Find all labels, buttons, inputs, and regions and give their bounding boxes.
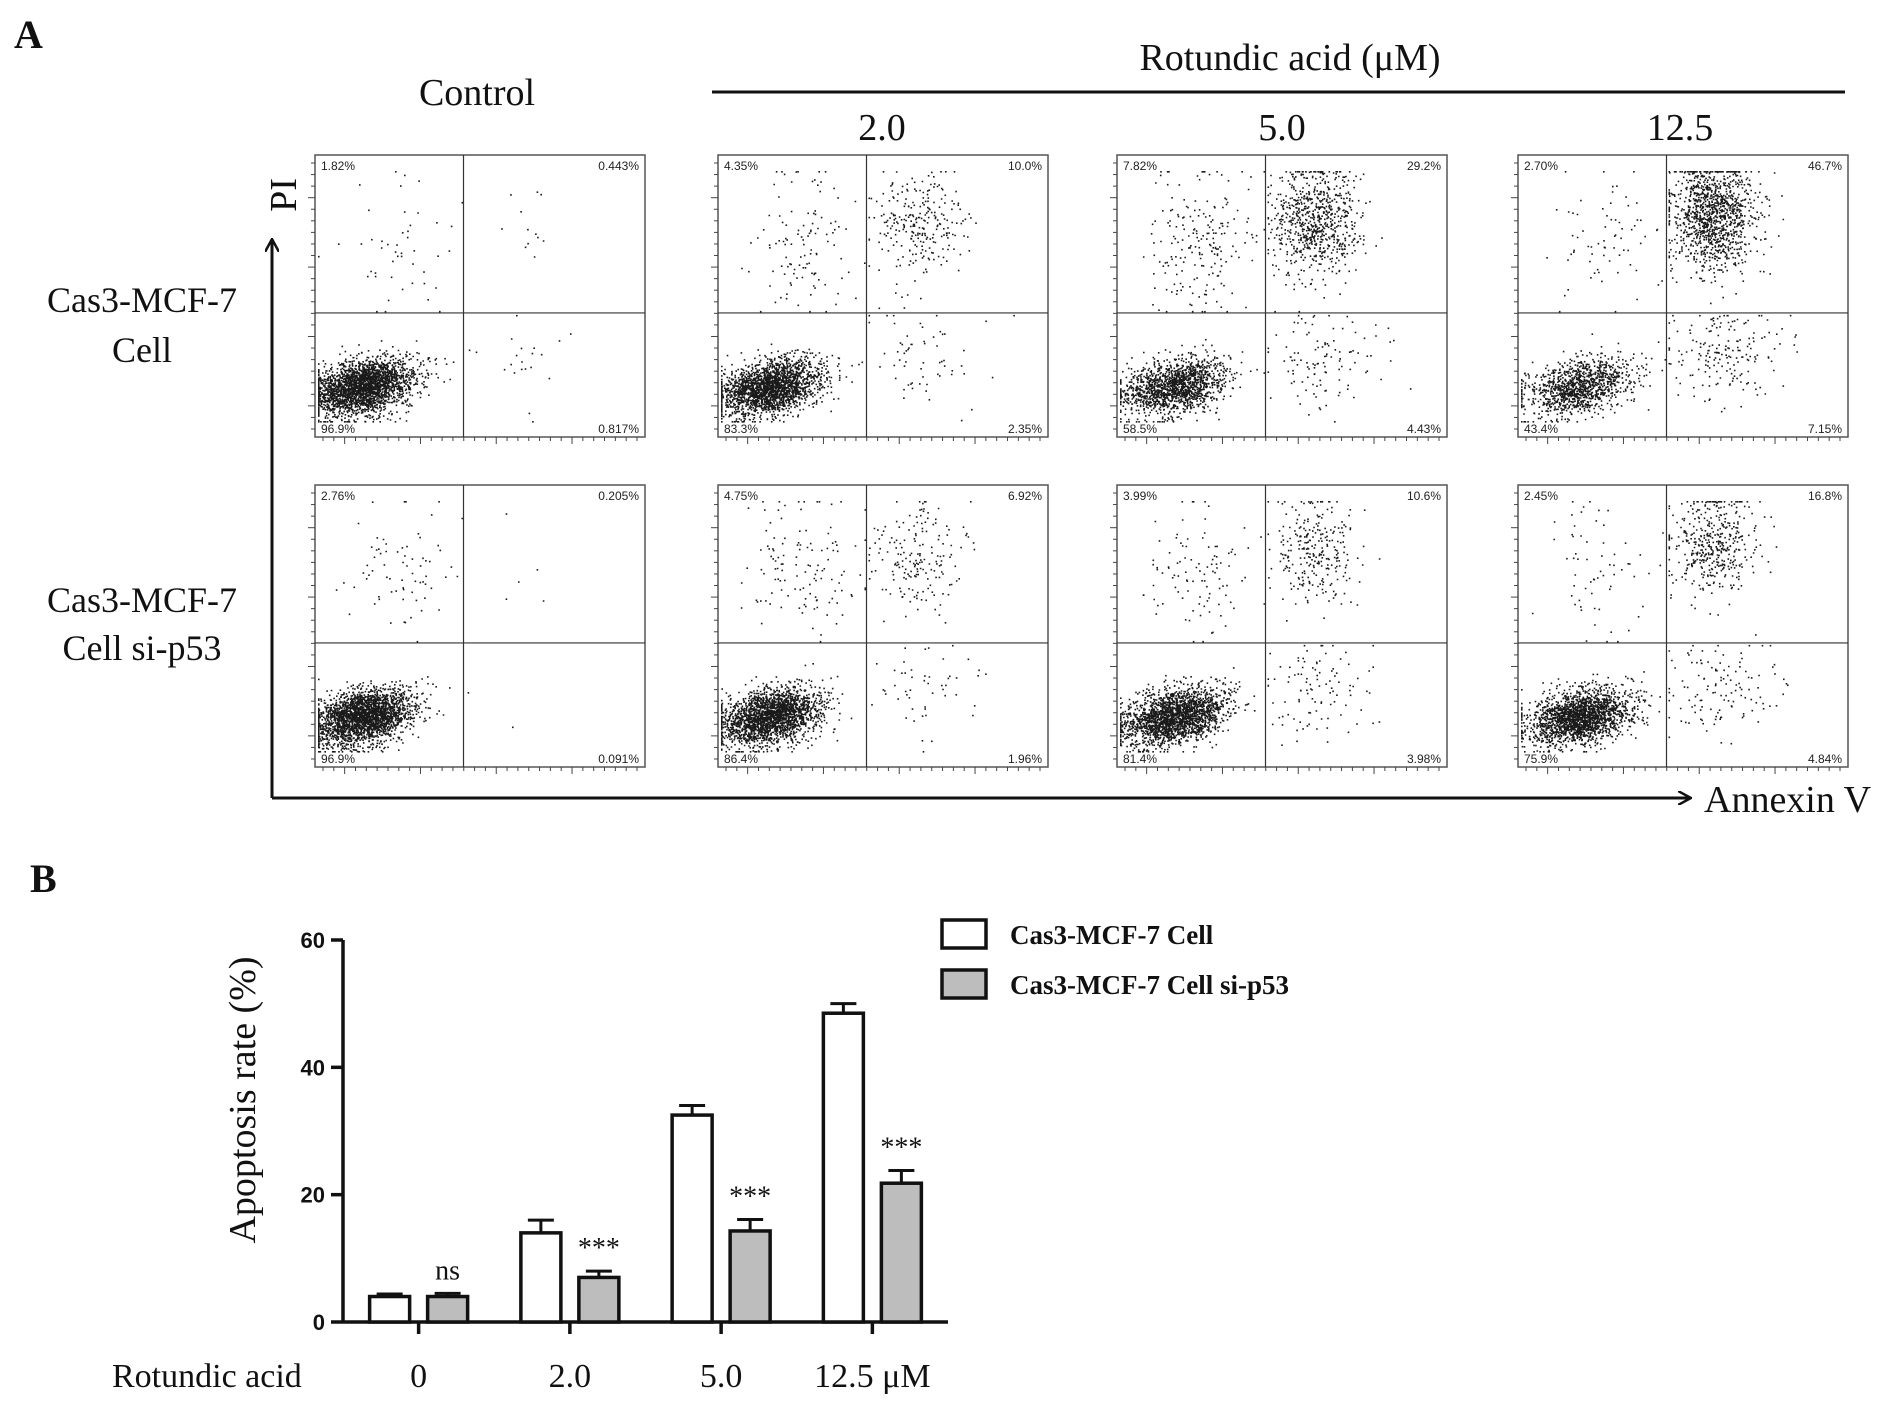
- quadrant-upper-right-label: 0.443%: [598, 159, 639, 173]
- y-tick-label: 40: [301, 1055, 325, 1080]
- quadrant-upper-left-label: 1.82%: [321, 159, 355, 173]
- y-tick-label: 20: [301, 1183, 325, 1208]
- quadrant-upper-right-label: 0.205%: [598, 489, 639, 503]
- significance-label: ns: [435, 1255, 460, 1286]
- quadrant-upper-left-label: 2.70%: [1524, 159, 1558, 173]
- column-header-dose-1: 2.0: [858, 107, 906, 149]
- bar-control-cell-4: [821, 1011, 866, 1324]
- quadrant-lower-left-label: 83.3%: [724, 422, 758, 436]
- bar-si-p53-1: [425, 1294, 470, 1324]
- quadrant-upper-right-label: 10.0%: [1008, 159, 1042, 173]
- flow-plot-frame: [1517, 484, 1849, 768]
- flow-panel-grid: 1.82% 0.443% 96.9% 0.817% 4.35% 10.0% 83.3% 2.3…: [308, 154, 1849, 774]
- quadrant-upper-left-label: 7.82%: [1123, 159, 1157, 173]
- flow-plot-r2-c3: 3.99% 10.6% 81.4% 3.98%: [1110, 484, 1448, 774]
- flow-dot-cloud: [1120, 171, 1412, 423]
- flow-dot-cloud: [1120, 501, 1381, 753]
- flow-plot-r2-c1: 2.76% 0.205% 96.9% 0.091%: [308, 484, 646, 774]
- panel-b: B Apoptosis rate (%) Rotundic acid 0 20 40…: [30, 856, 1289, 1395]
- significance-label: ***: [578, 1233, 620, 1264]
- bar-control-cell-3: [670, 1113, 714, 1324]
- quadrant-lower-left-label: 75.9%: [1524, 752, 1558, 766]
- quadrant-lower-left-label: 43.4%: [1524, 422, 1558, 436]
- flow-dot-cloud: [1521, 171, 1798, 423]
- bar-control-cell-2: [519, 1231, 563, 1324]
- quadrant-lower-right-label: 2.35%: [1008, 422, 1042, 436]
- panel-a: A Rotundic acid (μM) Control 2.0 5.0 12.…: [14, 12, 1872, 821]
- flow-dot-cloud: [1521, 501, 1789, 753]
- flow-plot-r1-c4: 2.70% 46.7% 43.4% 7.15%: [1511, 154, 1849, 444]
- legend-swatch-2: [940, 968, 988, 1000]
- flow-plot-r1-c1: 1.82% 0.443% 96.9% 0.817%: [308, 154, 646, 444]
- quadrant-lower-left-label: 81.4%: [1123, 752, 1157, 766]
- x-category-label: 5.0: [700, 1358, 743, 1395]
- x-category-label: 0: [410, 1358, 427, 1395]
- panel-b-letter: B: [30, 856, 57, 901]
- quadrant-lower-right-label: 3.98%: [1407, 752, 1441, 766]
- quadrant-lower-right-label: 1.96%: [1008, 752, 1042, 766]
- y-tick-label: 0: [313, 1310, 325, 1335]
- annexin-axis-label: Annexin V: [1704, 779, 1872, 821]
- x-category-label: 2.0: [549, 1358, 592, 1395]
- flow-plot-r2-c2: 4.75% 6.92% 86.4% 1.96%: [711, 484, 1049, 774]
- quadrant-lower-left-label: 86.4%: [724, 752, 758, 766]
- significance-label: ***: [880, 1132, 922, 1163]
- flow-dot-cloud: [721, 171, 1015, 423]
- flow-dot-cloud: [318, 171, 572, 423]
- quadrant-lower-left-label: 96.9%: [321, 422, 355, 436]
- quadrant-upper-left-label: 3.99%: [1123, 489, 1157, 503]
- flow-plot-r2-c4: 2.45% 16.8% 75.9% 4.84%: [1511, 484, 1849, 774]
- legend-label-2: Cas3-MCF-7 Cell si-p53: [1010, 970, 1289, 1000]
- bar-x-axis-label: Rotundic acid: [112, 1358, 302, 1395]
- quadrant-upper-right-label: 46.7%: [1808, 159, 1842, 173]
- flow-plot-r1-c2: 4.35% 10.0% 83.3% 2.35%: [711, 154, 1049, 444]
- quadrant-lower-left-label: 58.5%: [1123, 422, 1157, 436]
- flow-dot-cloud: [318, 501, 545, 753]
- bar-si-p53-3: [728, 1229, 772, 1324]
- apoptosis-bar-chart: 0 20 40 60 0 ns 2.0 *** 5.0 *** 12.5 μM ***: [301, 928, 948, 1395]
- row-label-1-line-2: Cell: [112, 330, 172, 370]
- bar-si-p53-2: [577, 1275, 621, 1324]
- quadrant-lower-right-label: 0.091%: [598, 752, 639, 766]
- legend-swatch-1: [940, 918, 988, 950]
- quadrant-upper-left-label: 4.35%: [724, 159, 758, 173]
- bar-si-p53-4: [879, 1181, 924, 1324]
- panel-a-letter: A: [14, 12, 43, 57]
- significance-label: ***: [729, 1181, 771, 1212]
- row-label-2-line-1: Cas3-MCF-7: [47, 580, 237, 620]
- row-label-2-line-2: Cell si-p53: [63, 628, 222, 668]
- quadrant-upper-right-label: 10.6%: [1407, 489, 1441, 503]
- y-tick-label: 60: [301, 928, 325, 953]
- quadrant-upper-right-label: 16.8%: [1808, 489, 1842, 503]
- quadrant-lower-right-label: 7.15%: [1808, 422, 1842, 436]
- bar-legend: Cas3-MCF-7 Cell Cas3-MCF-7 Cell si-p53: [940, 918, 1289, 1000]
- column-header-control: Control: [419, 72, 535, 114]
- flow-plot-frame: [717, 154, 1049, 438]
- quadrant-upper-left-label: 4.75%: [724, 489, 758, 503]
- quadrant-upper-right-label: 29.2%: [1407, 159, 1441, 173]
- row-label-1-line-1: Cas3-MCF-7: [47, 280, 237, 320]
- column-header-dose-2: 5.0: [1258, 107, 1306, 149]
- legend-label-1: Cas3-MCF-7 Cell: [1010, 920, 1214, 950]
- x-category-label: 12.5 μM: [814, 1358, 930, 1395]
- quadrant-upper-right-label: 6.92%: [1008, 489, 1042, 503]
- column-header-dose-3: 12.5: [1647, 107, 1714, 149]
- flow-dot-cloud: [721, 501, 987, 753]
- quadrant-lower-left-label: 96.9%: [321, 752, 355, 766]
- quadrant-lower-right-label: 0.817%: [598, 422, 639, 436]
- quadrant-lower-right-label: 4.84%: [1808, 752, 1842, 766]
- quadrant-upper-left-label: 2.45%: [1524, 489, 1558, 503]
- quadrant-upper-left-label: 2.76%: [321, 489, 355, 503]
- pi-axis-label: PI: [263, 178, 305, 212]
- bar-control-cell-1: [367, 1294, 412, 1324]
- treatment-header: Rotundic acid (μM): [1139, 37, 1440, 79]
- quadrant-lower-right-label: 4.43%: [1407, 422, 1441, 436]
- bar-y-axis-label: Apoptosis rate (%): [222, 956, 264, 1243]
- flow-plot-r1-c3: 7.82% 29.2% 58.5% 4.43%: [1110, 154, 1448, 444]
